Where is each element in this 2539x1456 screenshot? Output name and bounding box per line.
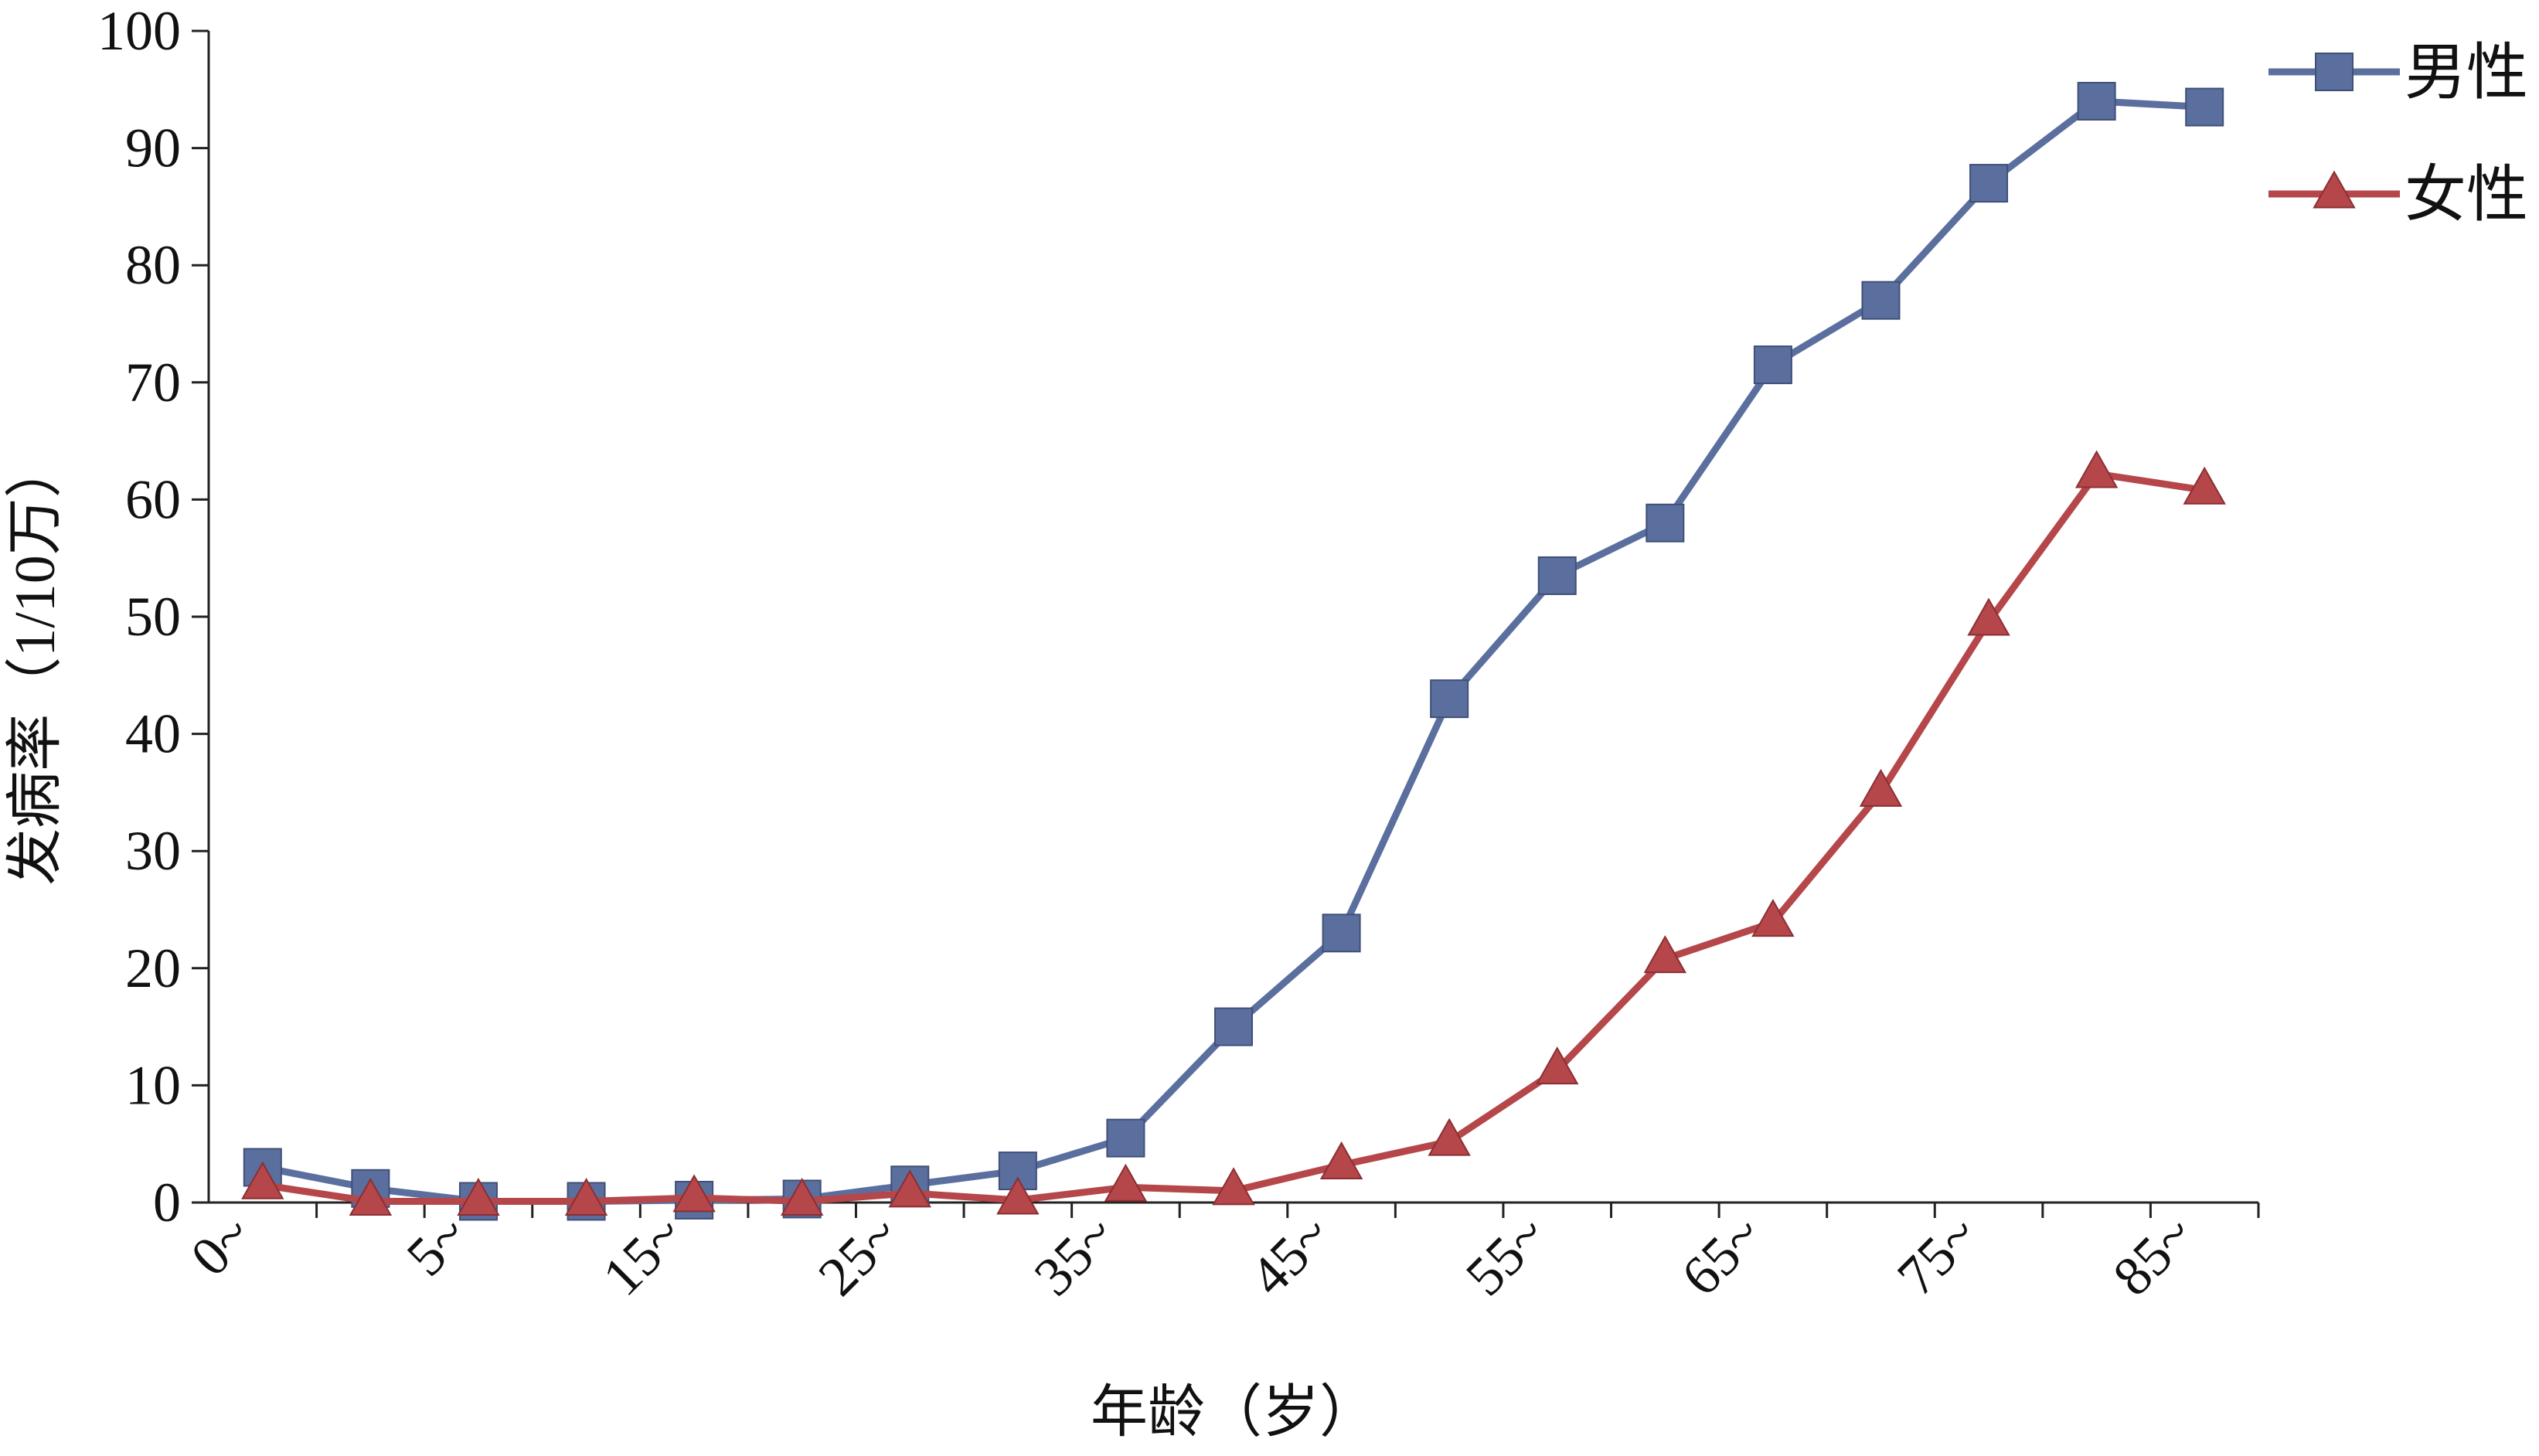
y-axis-title: 发病率（1/10万） bbox=[4, 441, 67, 886]
data-point-square bbox=[1214, 1007, 1253, 1046]
data-point-triangle bbox=[1643, 935, 1687, 974]
data-point-triangle bbox=[1212, 1167, 1255, 1206]
series-lines bbox=[241, 81, 2226, 1221]
data-point-square bbox=[1537, 556, 1577, 595]
y-tick-label: 0 bbox=[153, 1172, 181, 1233]
y-tick-label: 80 bbox=[125, 234, 181, 296]
series-line bbox=[262, 470, 2205, 1205]
x-tick-label: 75~ bbox=[1885, 1203, 1989, 1308]
data-point-triangle bbox=[564, 1177, 608, 1216]
series-2 bbox=[241, 450, 2226, 1216]
y-tick-label: 100 bbox=[97, 0, 181, 62]
y-tick-label: 70 bbox=[125, 352, 181, 413]
y-tick-label: 50 bbox=[125, 586, 181, 648]
y-tick-label: 40 bbox=[125, 703, 181, 765]
data-point-triangle bbox=[2074, 450, 2119, 488]
x-tick-label: 55~ bbox=[1454, 1203, 1558, 1308]
y-tick-label: 60 bbox=[125, 468, 181, 530]
data-point-square bbox=[1753, 345, 1792, 385]
data-point-square bbox=[1322, 913, 1361, 953]
x-tick-label: 45~ bbox=[1238, 1203, 1343, 1308]
data-point-triangle bbox=[241, 1161, 284, 1199]
data-point-triangle bbox=[457, 1177, 500, 1216]
legend-marker bbox=[2313, 170, 2356, 209]
data-point-triangle bbox=[2183, 466, 2226, 505]
x-tick-label: 25~ bbox=[807, 1203, 911, 1308]
legend-label: 女性 bbox=[2405, 162, 2528, 230]
data-point-triangle bbox=[1967, 597, 2010, 636]
data-point-triangle bbox=[1428, 1118, 1471, 1156]
data-point-triangle bbox=[888, 1169, 931, 1208]
data-point-triangle bbox=[1104, 1163, 1148, 1202]
data-point-triangle bbox=[672, 1174, 716, 1213]
y-tick-label: 20 bbox=[125, 937, 181, 999]
data-point-square bbox=[1106, 1118, 1145, 1158]
data-point-square bbox=[1430, 679, 1469, 719]
x-tick-label: 35~ bbox=[1023, 1203, 1127, 1308]
y-tick-label: 90 bbox=[125, 117, 181, 179]
legend-item-2: 女性 bbox=[2268, 162, 2528, 230]
data-point-triangle bbox=[1536, 1046, 1579, 1085]
legend-marker bbox=[2315, 53, 2354, 91]
legend-label: 男性 bbox=[2405, 39, 2528, 107]
series-1 bbox=[243, 81, 2224, 1221]
data-point-triangle bbox=[996, 1176, 1040, 1215]
x-tick-label: 0~ bbox=[179, 1203, 264, 1288]
data-point-triangle bbox=[349, 1177, 393, 1216]
data-point-square bbox=[2185, 87, 2224, 127]
data-point-square bbox=[1969, 164, 2009, 203]
legend-item-1: 男性 bbox=[2268, 39, 2528, 107]
data-point-triangle bbox=[780, 1177, 824, 1216]
data-point-square bbox=[2077, 81, 2116, 121]
data-point-triangle bbox=[1751, 899, 1795, 937]
y-tick-label: 10 bbox=[125, 1054, 181, 1116]
y-tick-label: 30 bbox=[125, 820, 181, 882]
data-point-triangle bbox=[1319, 1141, 1363, 1179]
x-tick-label: 85~ bbox=[2102, 1203, 2206, 1308]
data-point-square bbox=[1861, 281, 1901, 320]
data-point-triangle bbox=[1859, 768, 1903, 807]
data-point-square bbox=[1646, 503, 1685, 543]
x-tick-label: 65~ bbox=[1669, 1203, 1774, 1308]
x-axis-title: 年龄（岁） bbox=[1091, 1381, 1377, 1444]
